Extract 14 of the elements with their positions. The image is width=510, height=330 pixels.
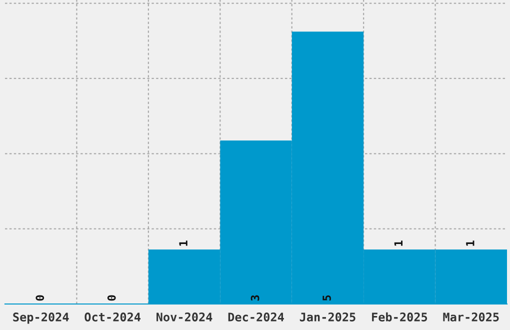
data-label: 1: [394, 240, 402, 246]
data-label: 1: [466, 240, 474, 246]
data-label: 0: [107, 295, 116, 301]
x-tick-label: Nov-2024: [156, 312, 212, 322]
data-label: 5: [322, 295, 331, 300]
x-tick-label: Sep-2024: [13, 312, 69, 324]
data-label: 3: [250, 295, 260, 301]
x-tick-label: Jan-2025: [300, 312, 356, 322]
x-tick-label: Dec-2024: [228, 312, 284, 322]
data-label: 1: [179, 240, 188, 246]
x-tick-label: Feb-2025: [372, 312, 428, 322]
data-label: 0: [36, 295, 44, 301]
x-tick-label: Oct-2024: [84, 312, 140, 322]
x-tick-label: Mar-2025: [443, 312, 499, 322]
